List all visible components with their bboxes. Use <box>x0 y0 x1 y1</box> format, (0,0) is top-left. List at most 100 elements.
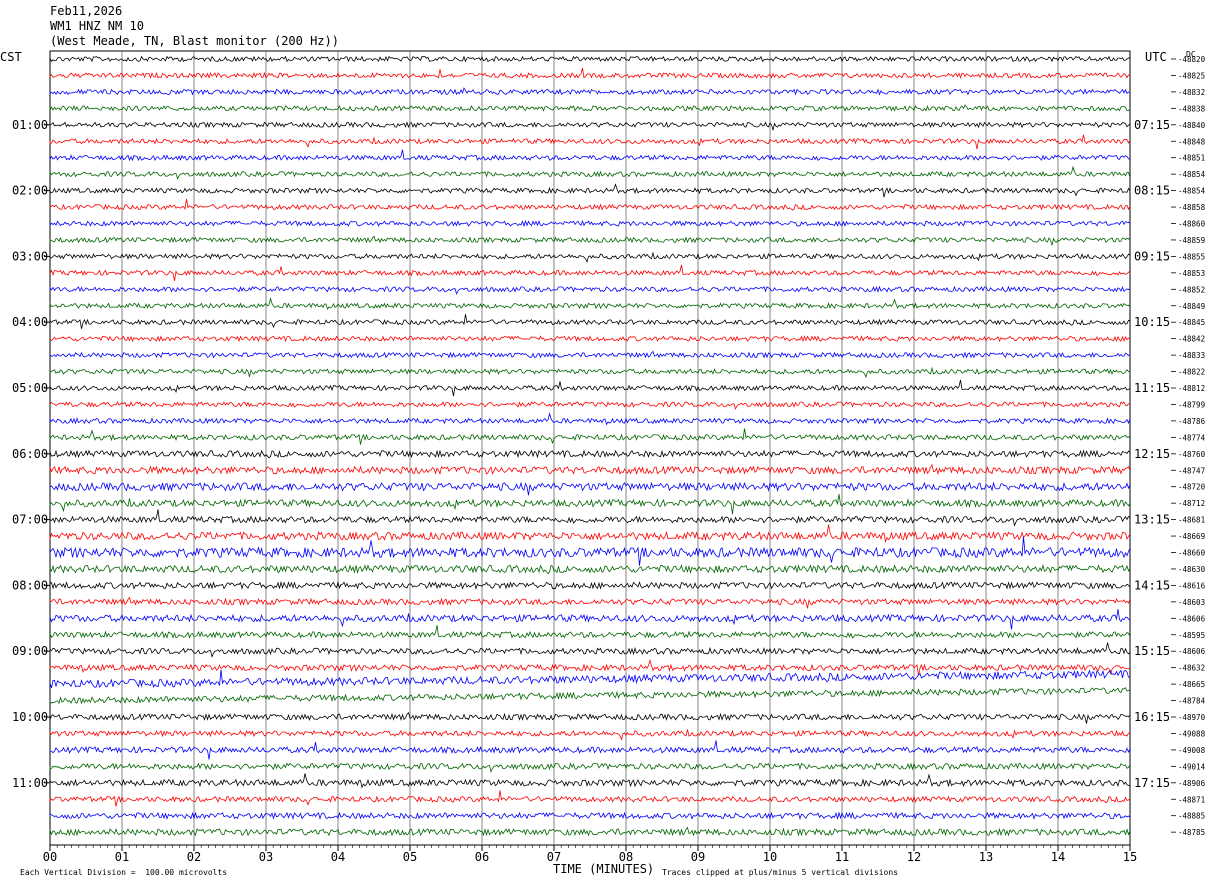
left-hour-label: 11:00 <box>12 776 48 790</box>
left-hour-label: 05:00 <box>12 381 48 395</box>
dc-value-label: -48822 <box>1178 368 1205 377</box>
dc-value-label: -48852 <box>1178 285 1205 294</box>
x-tick-label-04: 04 <box>331 850 345 864</box>
trace-row-13 <box>49 251 1131 263</box>
dc-value-label: -48833 <box>1178 351 1205 360</box>
dc-value-label: -48855 <box>1178 252 1205 261</box>
vertical-division-note: Each Vertical Division = 100.00 microvol… <box>20 868 228 877</box>
trace-row-43 <box>49 740 1131 760</box>
dc-value-label: -48849 <box>1178 302 1205 311</box>
trace-row-22 <box>49 401 1131 410</box>
dc-value-label: -48832 <box>1178 88 1205 97</box>
plot-frame <box>49 50 1131 846</box>
trace-row-19 <box>49 350 1131 359</box>
dc-value-label: -48885 <box>1178 812 1205 821</box>
dc-value-label: -48606 <box>1178 614 1206 623</box>
trace-row-42 <box>49 729 1131 741</box>
dc-value-label: -48812 <box>1178 384 1205 393</box>
right-hour-label: 13:15 <box>1134 513 1170 527</box>
x-tick-label-14: 14 <box>1051 850 1065 864</box>
right-hour-label: 14:15 <box>1134 578 1170 592</box>
trace-row-41 <box>49 711 1131 724</box>
left-hour-label: 03:00 <box>12 249 48 263</box>
left-hour-label: 02:00 <box>12 184 48 198</box>
trace-row-12 <box>49 235 1131 246</box>
left-timezone-label: CST <box>0 50 22 64</box>
x-tick-label-15: 15 <box>1123 850 1137 864</box>
dc-value-label: -48854 <box>1178 170 1206 179</box>
trace-row-11 <box>49 219 1131 228</box>
dc-value-label: -49088 <box>1178 729 1206 738</box>
dc-value-label: -48632 <box>1178 664 1205 673</box>
dc-value-label: -48848 <box>1178 137 1206 146</box>
right-hour-label: 16:15 <box>1134 710 1170 724</box>
trace-row-10 <box>49 198 1131 211</box>
x-tick-label-06: 06 <box>475 850 489 864</box>
trace-row-23 <box>49 412 1131 426</box>
right-hour-label: 09:15 <box>1134 249 1170 263</box>
trace-row-40 <box>49 687 1131 705</box>
right-hour-label: 17:15 <box>1134 776 1170 790</box>
dc-value-label: -48853 <box>1178 269 1205 278</box>
dc-value-label: -49014 <box>1178 762 1206 771</box>
x-tick-label-08: 08 <box>619 850 633 864</box>
trace-row-17 <box>49 314 1131 329</box>
trace-row-4 <box>49 104 1131 112</box>
trace-row-30 <box>49 524 1131 544</box>
trace-row-45 <box>49 773 1130 789</box>
right-hour-label: 08:15 <box>1134 184 1170 198</box>
dc-value-label: -48845 <box>1178 318 1205 327</box>
trace-row-1 <box>49 55 1131 63</box>
left-hour-label: 09:00 <box>12 644 48 658</box>
trace-row-44 <box>49 762 1131 773</box>
trace-row-24 <box>49 428 1131 445</box>
x-tick-label-12: 12 <box>907 850 921 864</box>
right-hour-label: 11:15 <box>1134 381 1170 395</box>
dc-value-label: -48871 <box>1178 795 1205 804</box>
trace-row-31 <box>49 536 1131 566</box>
dc-value-label: -48720 <box>1178 483 1206 492</box>
trace-row-33 <box>49 580 1131 590</box>
x-tick-label-00: 00 <box>43 850 57 864</box>
right-timezone-label: UTC <box>1145 50 1167 64</box>
dc-value-label: -48606 <box>1178 647 1206 656</box>
trace-row-7 <box>49 149 1131 162</box>
trace-row-46 <box>49 790 1131 807</box>
right-hour-label: 12:15 <box>1134 447 1170 461</box>
dc-value-label: -48858 <box>1178 203 1206 212</box>
trace-row-32 <box>49 564 1131 575</box>
x-tick-label-07: 07 <box>547 850 561 864</box>
location-label: (West Meade, TN, Blast monitor (200 Hz)) <box>50 34 339 48</box>
trace-row-37 <box>49 642 1131 658</box>
trace-row-28 <box>49 494 1131 515</box>
dc-value-label: -48603 <box>1178 598 1205 607</box>
trace-row-26 <box>49 463 1131 476</box>
x-tick-label-01: 01 <box>115 850 129 864</box>
left-hour-label: 10:00 <box>12 710 48 724</box>
dc-value-label: -48660 <box>1178 549 1206 558</box>
dc-value-label: -48851 <box>1178 154 1205 163</box>
trace-row-16 <box>49 297 1131 311</box>
left-hour-label: 07:00 <box>12 513 48 527</box>
dc-value-label: -48840 <box>1178 121 1206 130</box>
dc-value-label: -48595 <box>1178 631 1205 640</box>
dc-value-label: -48712 <box>1178 499 1205 508</box>
dc-value-label: -48854 <box>1178 187 1206 196</box>
trace-row-14 <box>49 264 1131 281</box>
dc-value-label: -48859 <box>1178 236 1205 245</box>
x-axis-label: TIME (MINUTES) <box>553 862 655 876</box>
trace-row-5 <box>49 121 1131 131</box>
left-hour-label: 01:00 <box>12 118 48 132</box>
right-hour-label: 07:15 <box>1134 118 1170 132</box>
dc-value-label: -48970 <box>1178 713 1206 722</box>
left-hour-label: 04:00 <box>12 315 48 329</box>
dc-value-label: -48784 <box>1178 697 1206 706</box>
x-tick-label-10: 10 <box>763 850 777 864</box>
trace-row-35 <box>49 609 1131 630</box>
x-tick-label-03: 03 <box>259 850 273 864</box>
dc-value-label: -48669 <box>1178 532 1205 541</box>
dc-value-label: -48838 <box>1178 104 1206 113</box>
trace-row-48 <box>49 826 1131 837</box>
dc-value-label: -48799 <box>1178 400 1205 409</box>
trace-row-15 <box>49 285 1131 295</box>
